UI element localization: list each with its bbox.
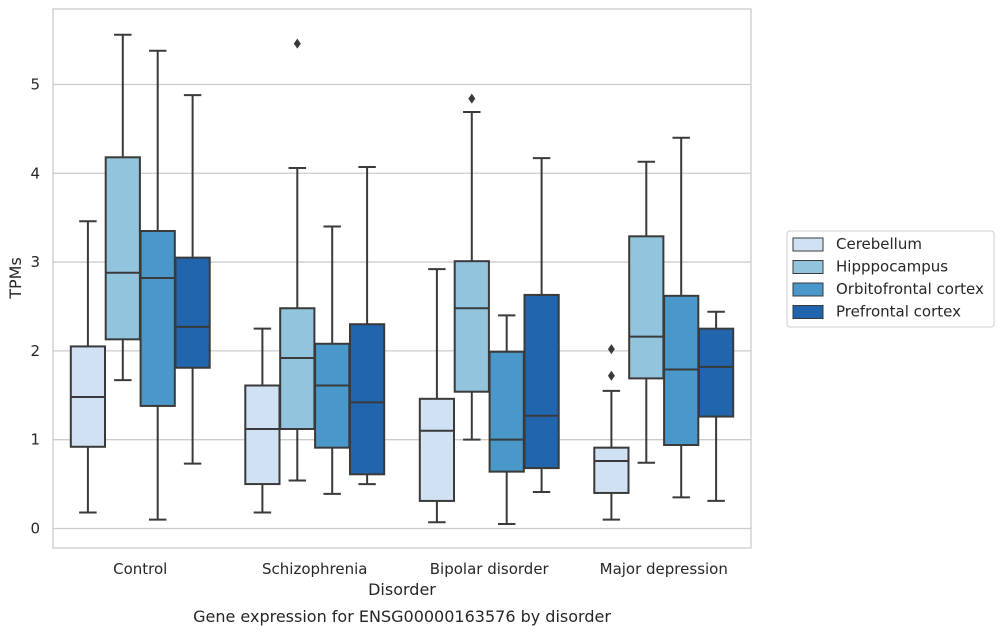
iqr-box — [244, 384, 281, 486]
y-tick-label: 3 — [30, 253, 40, 271]
x-axis-title: Disorder — [368, 580, 436, 599]
iqr-box — [418, 397, 456, 502]
legend-frame — [786, 230, 995, 328]
box-3-1 — [348, 166, 386, 486]
box-0-2 — [418, 268, 456, 524]
x-tick-label: Control — [113, 560, 167, 578]
outlier-point — [293, 38, 301, 49]
iqr-box — [523, 293, 560, 470]
legend: Cerebellum Hipppocampus Orbitofrontal cort… — [786, 230, 995, 328]
plot-frame — [52, 8, 752, 549]
outlier-point — [468, 93, 476, 104]
iqr-box — [348, 323, 386, 476]
legend-swatch — [792, 282, 824, 297]
chart-caption: Gene expression for ENSG00000163576 by d… — [193, 607, 611, 626]
x-tick-labels: Control Schizophrenia Bipolar disorder Majo… — [113, 560, 728, 578]
box-2-2 — [488, 314, 525, 526]
box-3-3 — [697, 310, 735, 502]
y-tick-label: 5 — [30, 75, 40, 93]
y-tick-label: 2 — [30, 342, 40, 360]
legend-label: Cerebellum — [836, 235, 922, 253]
box-3-2 — [523, 157, 560, 494]
box-3-0 — [174, 94, 211, 465]
iqr-box — [697, 327, 735, 418]
legend-swatch — [792, 305, 824, 319]
outlier-point — [607, 344, 615, 355]
y-axis-title: TPMs — [6, 257, 25, 300]
legend-label: Hipppocampus — [836, 258, 948, 276]
iqr-box — [104, 156, 141, 341]
x-tick-label: Major depression — [600, 560, 728, 578]
legend-label: Prefrontal cortex — [836, 303, 961, 321]
x-tick-label: Schizophrenia — [262, 560, 367, 578]
box-2-1 — [314, 225, 351, 495]
box-0-3 — [593, 344, 630, 521]
iqr-box — [628, 235, 665, 380]
iqr-box — [314, 342, 351, 449]
box-0-0 — [69, 220, 107, 514]
box-2-3 — [663, 136, 700, 499]
box-1-3 — [628, 160, 665, 464]
iqr-box — [593, 446, 630, 494]
legend-swatch — [792, 260, 824, 274]
box-plot-series — [69, 33, 735, 526]
box-2-0 — [139, 49, 176, 521]
outlier-point — [607, 370, 615, 381]
box-1-1 — [279, 38, 316, 482]
iqr-box — [488, 350, 525, 473]
box-0-1 — [244, 327, 281, 514]
x-tick-label: Bipolar disorder — [430, 560, 550, 578]
iqr-box — [453, 260, 490, 393]
y-tick-label: 1 — [30, 431, 40, 449]
y-tick-labels: 0 1 2 3 4 5 — [30, 75, 40, 537]
legend-label: Orbitofrontal cortex — [836, 280, 984, 298]
iqr-box — [279, 307, 316, 431]
iqr-box — [174, 256, 211, 369]
legend-swatch — [792, 237, 824, 252]
y-tick-label: 4 — [30, 164, 40, 182]
box-1-2 — [453, 93, 490, 441]
iqr-box — [139, 229, 176, 407]
box-1-0 — [104, 33, 141, 382]
y-tick-label: 0 — [30, 519, 40, 537]
